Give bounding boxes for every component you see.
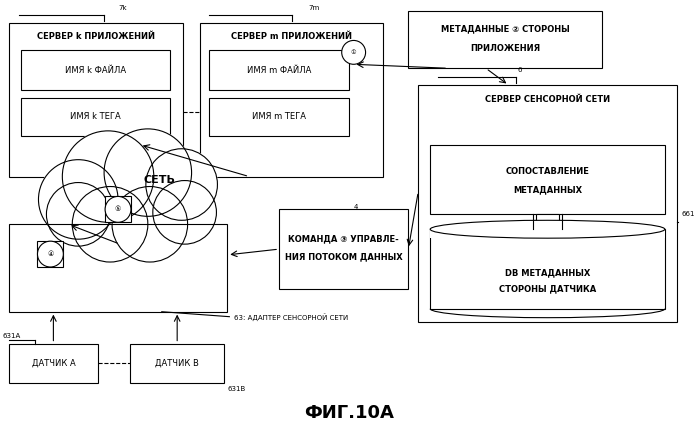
Bar <box>20 98 170 136</box>
Text: ПРИЛОЖЕНИЯ: ПРИЛОЖЕНИЯ <box>470 44 540 53</box>
Circle shape <box>342 40 366 64</box>
Text: 661: 661 <box>682 211 696 217</box>
Bar <box>418 85 677 322</box>
Text: 6: 6 <box>518 67 522 73</box>
Bar <box>535 219 559 229</box>
Bar <box>8 23 182 176</box>
Circle shape <box>146 149 217 220</box>
Circle shape <box>62 131 154 222</box>
Circle shape <box>38 241 64 267</box>
Bar <box>430 229 665 309</box>
Bar <box>430 229 665 238</box>
Circle shape <box>104 129 192 216</box>
Bar <box>535 214 559 224</box>
Bar <box>210 51 349 90</box>
Text: ИМЯ m ФАЙЛА: ИМЯ m ФАЙЛА <box>247 66 311 75</box>
Circle shape <box>153 181 217 244</box>
Text: МЕТАДАННЫЕ ② СТОРОНЫ: МЕТАДАННЫЕ ② СТОРОНЫ <box>441 24 570 33</box>
Text: 63: АДАПТЕР СЕНСОРНОЙ СЕТИ: 63: АДАПТЕР СЕНСОРНОЙ СЕТИ <box>234 313 349 320</box>
Text: DB МЕТАДАННЫХ: DB МЕТАДАННЫХ <box>505 269 590 278</box>
Text: ДАТЧИК B: ДАТЧИК B <box>155 359 199 368</box>
Text: ①: ① <box>351 50 356 55</box>
Ellipse shape <box>430 220 665 238</box>
Circle shape <box>105 196 131 222</box>
Bar <box>408 11 603 68</box>
Text: ИМЯ k ФАЙЛА: ИМЯ k ФАЙЛА <box>64 66 126 75</box>
Circle shape <box>72 187 148 262</box>
Text: ИМЯ k ТЕГА: ИМЯ k ТЕГА <box>70 113 120 122</box>
Bar <box>8 224 227 312</box>
Bar <box>8 343 98 383</box>
Text: НИЯ ПОТОКОМ ДАННЫХ: НИЯ ПОТОКОМ ДАННЫХ <box>284 252 403 261</box>
Text: МЕТАДАННЫХ: МЕТАДАННЫХ <box>513 185 582 194</box>
Text: 631A: 631A <box>3 332 21 339</box>
Text: ДАТЧИК A: ДАТЧИК A <box>31 359 75 368</box>
Text: 7m: 7m <box>309 5 320 11</box>
Text: СЕРВЕР СЕНСОРНОЙ СЕТИ: СЕРВЕР СЕНСОРНОЙ СЕТИ <box>485 95 610 104</box>
Bar <box>199 23 384 176</box>
Text: СЕРВЕР k ПРИЛОЖЕНИЙ: СЕРВЕР k ПРИЛОЖЕНИЙ <box>36 32 154 41</box>
Bar <box>20 51 170 90</box>
Text: СЕТЬ: СЕТЬ <box>144 175 175 184</box>
Text: СЕРВЕР m ПРИЛОЖЕНИЙ: СЕРВЕР m ПРИЛОЖЕНИЙ <box>231 32 352 41</box>
Text: КОМАНДА ③ УПРАВЛЕ-: КОМАНДА ③ УПРАВЛЕ- <box>288 235 399 244</box>
Text: 4: 4 <box>354 204 358 210</box>
Bar <box>105 196 131 222</box>
Bar <box>279 210 408 289</box>
Circle shape <box>46 182 110 246</box>
Circle shape <box>38 160 118 239</box>
Text: 631B: 631B <box>227 386 245 392</box>
Bar <box>130 343 224 383</box>
Text: 7k: 7k <box>118 5 127 11</box>
Bar <box>430 145 665 214</box>
Text: ⑤: ⑤ <box>115 207 121 212</box>
Text: СОПОСТАВЛЕНИЕ: СОПОСТАВЛЕНИЕ <box>505 167 589 176</box>
Bar <box>210 98 349 136</box>
Text: СТОРОНЫ ДАТЧИКА: СТОРОНЫ ДАТЧИКА <box>499 284 596 293</box>
Text: ④: ④ <box>48 251 54 257</box>
Text: ФИГ.10А: ФИГ.10А <box>304 404 394 422</box>
Bar <box>38 241 64 267</box>
Circle shape <box>112 187 187 262</box>
Text: ИМЯ m ТЕГА: ИМЯ m ТЕГА <box>252 113 306 122</box>
